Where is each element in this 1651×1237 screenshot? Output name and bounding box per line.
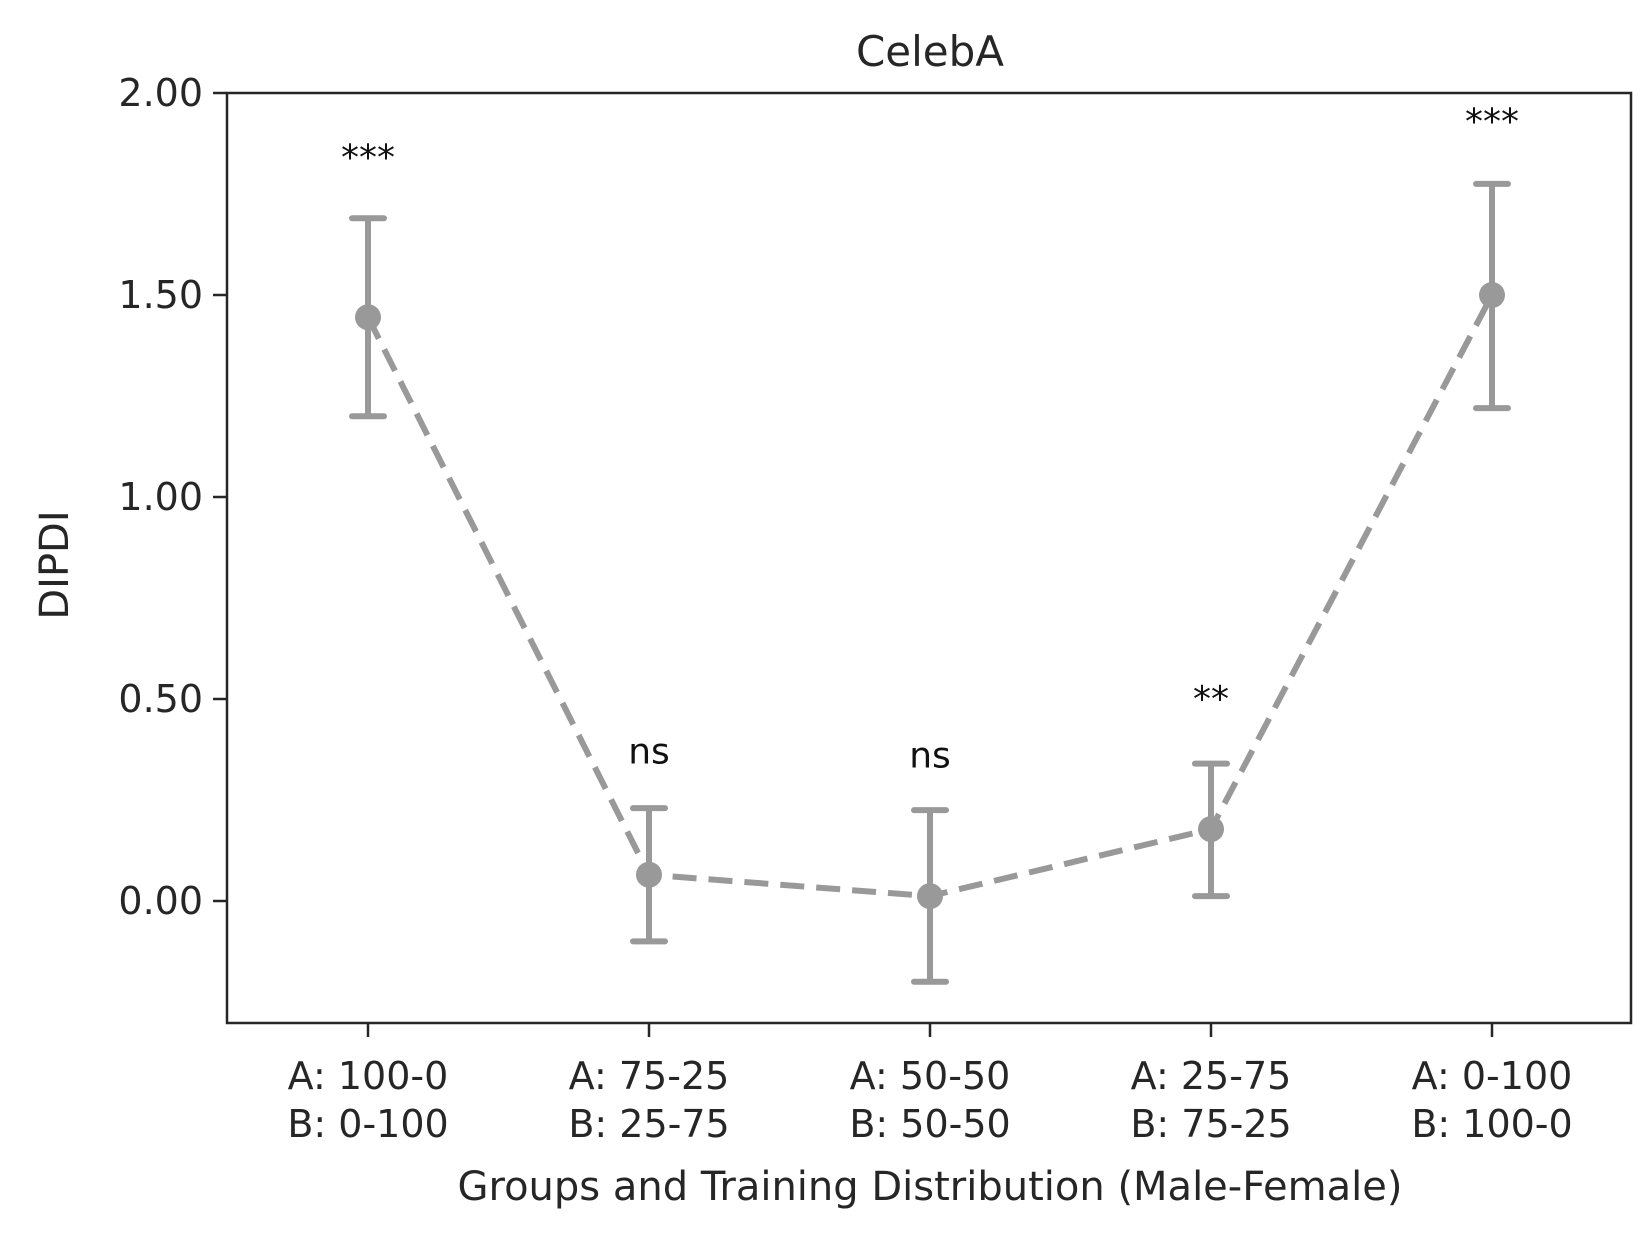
x-tick-label: A: 100-0 — [288, 1054, 449, 1098]
x-tick-label: B: 50-50 — [849, 1102, 1010, 1146]
x-tick-label: A: 25-75 — [1131, 1054, 1292, 1098]
y-tick-label: 1.50 — [118, 273, 203, 317]
data-point — [1479, 282, 1505, 308]
x-tick-label: B: 75-25 — [1130, 1102, 1291, 1146]
chart-title: CelebA — [856, 27, 1004, 76]
plot-area: ***ns ns***** — [341, 101, 1519, 985]
x-tick-label: A: 50-50 — [850, 1054, 1011, 1098]
x-tick-label: B: 25-75 — [568, 1102, 729, 1146]
x-tick-label: B: 0-100 — [287, 1102, 448, 1146]
y-tick-label: 0.50 — [118, 677, 203, 721]
data-point — [917, 883, 943, 910]
x-tick-label: A: 0-100 — [1412, 1054, 1573, 1098]
x-tick-label: A: 75-25 — [569, 1054, 730, 1098]
x-tick-label: B: 100-0 — [1411, 1102, 1572, 1146]
series-line — [365, 293, 1495, 900]
data-point — [1198, 816, 1224, 843]
significance-label: ns — [909, 736, 951, 777]
significance-label: ** — [1193, 679, 1229, 720]
significance-label: *** — [341, 138, 395, 179]
y-axis-label: DIPDI — [32, 510, 78, 619]
significance-label: ns — [628, 732, 670, 773]
x-axis-label: Groups and Training Distribution (Male-F… — [458, 1164, 1403, 1210]
data-point — [355, 304, 381, 331]
significance-label: *** — [1465, 101, 1519, 142]
y-tick-label: 2.00 — [118, 71, 203, 115]
data-point — [636, 861, 662, 888]
y-tick-label: 0.00 — [118, 879, 203, 923]
y-tick-label: 1.00 — [118, 475, 203, 519]
